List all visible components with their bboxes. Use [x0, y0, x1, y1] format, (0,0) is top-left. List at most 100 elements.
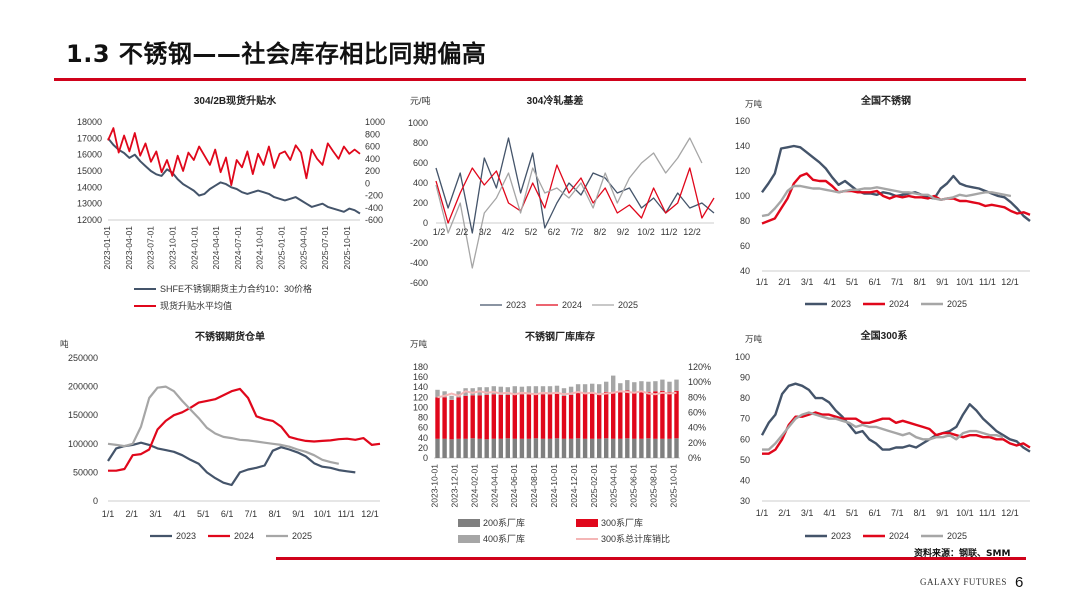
bar-400系厂库: [611, 375, 616, 392]
legend-spot-premium-label: 现货升贴水平均值: [160, 300, 232, 311]
y-tick-label: 800: [413, 138, 428, 148]
bar-200系厂库: [632, 438, 637, 458]
series-2025: [435, 137, 703, 269]
series-futures-price: [107, 137, 361, 215]
x-tick-label: 11/1: [979, 277, 996, 287]
bar-200系厂库: [590, 438, 595, 458]
y-right-tick-label: -200: [365, 191, 383, 201]
y-left-tick-label: 140: [413, 382, 428, 392]
bar-300系厂库: [435, 397, 440, 439]
series-2023: [107, 441, 356, 487]
bar-400系厂库: [625, 380, 630, 391]
y-tick-label: 400: [413, 178, 428, 188]
bar-200系厂库: [470, 438, 475, 458]
y-axis-unit: 万吨: [745, 99, 763, 109]
x-tick-label: 1/2: [433, 227, 446, 237]
legend-2025-label: 2025: [947, 299, 967, 309]
bar-400系厂库: [646, 381, 651, 392]
y-tick-label: 1000: [408, 118, 428, 128]
bar-300系厂库: [449, 399, 454, 440]
chart-spot-premium: 304/2B现货升贴水 12000 13000 14000 15000 16000 1700…: [77, 94, 385, 311]
x-tick-label: 2023-10-01: [167, 226, 177, 270]
series-2025: [107, 385, 340, 465]
x-tick-label: 2023-04-01: [124, 226, 134, 270]
bar-400系厂库: [491, 386, 496, 395]
bar-300系厂库: [575, 392, 581, 439]
x-tick-label: 5/1: [846, 508, 859, 518]
bar-300系厂库: [639, 391, 644, 439]
bar-400系厂库: [498, 386, 503, 395]
bar-300系厂库: [477, 395, 482, 439]
x-tick-label: 2023-12-01: [449, 464, 459, 508]
x-tick-label: 2025-04-01: [298, 226, 308, 270]
y-left-tick-label: 180: [413, 362, 428, 372]
bar-200系厂库: [604, 438, 609, 458]
x-tick-label: 7/1: [245, 509, 258, 519]
x-tick-label: 2024-10-01: [255, 226, 265, 270]
x-tick-label: 11/1: [979, 508, 996, 518]
y-left-tick-label: 18000: [77, 117, 102, 127]
x-tick-label: 2025-01-01: [277, 226, 287, 270]
x-tick-label: 6/1: [868, 508, 881, 518]
y-right-tick-label: 1000: [365, 117, 385, 127]
legend-2023-label: 2023: [831, 299, 851, 309]
series-2024: [761, 172, 1031, 225]
bar-400系厂库: [575, 384, 581, 393]
y-right-tick-label: 400: [365, 154, 380, 164]
x-tick-label: 12/1: [1001, 508, 1019, 518]
y-tick-label: 600: [413, 158, 428, 168]
bar-400系厂库: [540, 386, 546, 395]
bar-400系厂库: [526, 386, 532, 395]
bar-300系厂库: [547, 394, 553, 439]
page-title: 1.3 不锈钢——社会库存相比同期偏高: [66, 40, 487, 68]
y-tick-label: 70: [740, 414, 750, 424]
bar-300系厂库: [611, 391, 616, 439]
bar-300系厂库: [491, 394, 496, 439]
bar-200系厂库: [477, 438, 482, 458]
y-tick-label: 0: [93, 496, 98, 506]
bar-300系厂库: [540, 394, 546, 439]
y-left-tick-label: 40: [418, 433, 428, 443]
x-tick-label: 8/1: [914, 508, 927, 518]
bar-300系厂库: [625, 390, 630, 439]
bar-400系厂库: [604, 381, 609, 392]
y-right-tick-label: 40%: [688, 423, 706, 433]
bar-300系厂库: [505, 394, 510, 439]
y-tick-label: 90: [740, 373, 750, 383]
bar-300系厂库: [463, 395, 468, 439]
x-tick-label: 3/2: [479, 227, 492, 237]
legend-label: 200系厂库: [483, 517, 525, 528]
y-right-tick-label: 0: [365, 178, 370, 188]
x-tick-label: 6/1: [868, 277, 881, 287]
x-tick-label: 9/1: [936, 277, 949, 287]
bar-300系厂库: [667, 391, 672, 439]
bar-300系厂库: [470, 395, 475, 439]
footer-divider: [276, 557, 1026, 560]
y-left-tick-label: 13000: [77, 199, 102, 209]
y-tick-label: 60: [740, 241, 750, 251]
bar-200系厂库: [597, 438, 602, 458]
y-left-tick-label: 20: [418, 443, 428, 453]
y-right-tick-label: 80%: [688, 392, 706, 402]
series-2023: [761, 144, 1031, 222]
bar-200系厂库: [491, 438, 496, 458]
bar-200系厂库: [449, 439, 454, 458]
x-tick-label: 8/1: [268, 509, 281, 519]
bar-400系厂库: [449, 395, 454, 400]
bar-400系厂库: [597, 384, 602, 394]
x-tick-label: 6/1: [221, 509, 234, 519]
legend-2024-label: 2024: [234, 531, 254, 541]
y-axis-unit: 万吨: [410, 339, 428, 349]
chart-cold-rolled-basis: 304冷轧基差 元/吨 -600 -400 -200 0 200 400 600 800 1000 1…: [408, 94, 715, 310]
legend-swatch: [576, 519, 598, 527]
x-tick-label: 6/2: [548, 227, 561, 237]
x-tick-label: 2025-10-01: [342, 226, 352, 270]
bar-400系厂库: [512, 386, 517, 395]
legend-swatch: [458, 535, 480, 543]
bar-200系厂库: [582, 438, 588, 458]
bar-200系厂库: [618, 438, 623, 458]
x-tick-label: 9/2: [617, 227, 630, 237]
bar-300系厂库: [582, 393, 588, 439]
x-tick-label: 10/1: [956, 508, 974, 518]
